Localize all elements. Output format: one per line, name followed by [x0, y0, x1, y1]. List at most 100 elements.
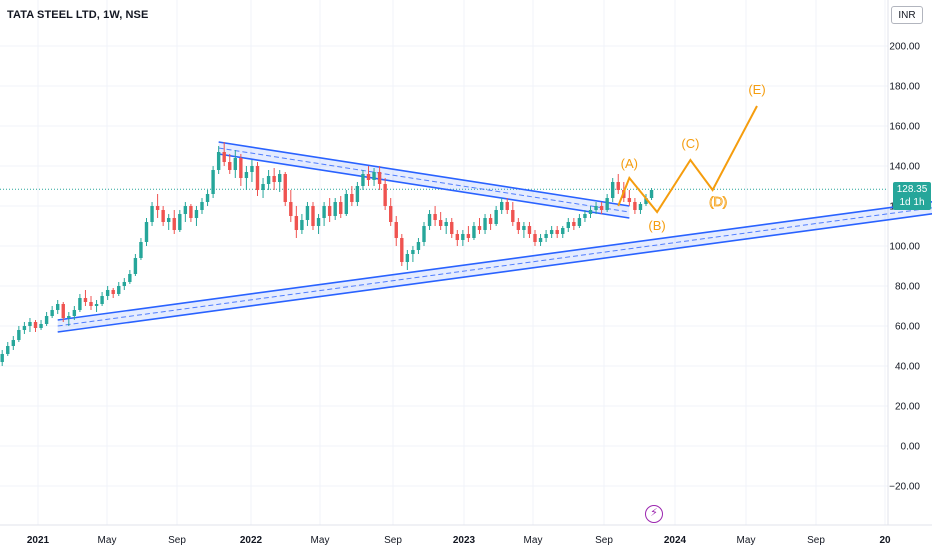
candle-body	[544, 234, 548, 238]
candle	[405, 250, 410, 270]
candle	[266, 170, 271, 190]
candle	[416, 238, 421, 254]
candle	[56, 300, 60, 314]
candle	[216, 146, 221, 174]
candle-body	[222, 152, 226, 162]
candle	[28, 318, 32, 332]
candle	[228, 154, 232, 174]
candle-body	[438, 220, 443, 226]
candle-body	[83, 298, 88, 302]
candle	[649, 188, 654, 200]
candle	[83, 290, 88, 306]
candle-body	[33, 322, 38, 328]
candle	[100, 292, 104, 306]
candle	[599, 202, 604, 214]
candle-body	[411, 250, 415, 254]
candle-body	[311, 206, 315, 226]
candle	[422, 222, 426, 246]
candle-body	[261, 184, 265, 190]
candle-body	[100, 296, 104, 304]
candle-body	[588, 210, 593, 214]
candle-body	[427, 214, 432, 226]
lower-trendline-top-edge	[57, 201, 932, 321]
candle-body	[350, 194, 354, 202]
elliott-wave-projection[interactable]	[617, 105, 758, 214]
candle-body	[522, 226, 526, 230]
currency-selector-button[interactable]: INR	[891, 6, 923, 24]
candle	[561, 226, 565, 238]
candle-body	[505, 202, 509, 210]
candle-body	[377, 172, 382, 184]
candle-body	[144, 222, 149, 242]
candle-body	[61, 304, 65, 318]
flash-icon[interactable]: ⚡	[645, 505, 663, 523]
candle-body	[178, 214, 182, 230]
candle-body	[566, 222, 570, 228]
candle	[572, 218, 576, 230]
candle	[144, 218, 149, 246]
candle	[61, 302, 65, 322]
candle	[250, 160, 254, 182]
candle-body	[327, 206, 332, 216]
candle	[39, 320, 43, 330]
triangle-channel[interactable]	[57, 141, 932, 333]
candle	[549, 226, 554, 238]
candle-body	[17, 330, 21, 340]
candle-body	[117, 286, 121, 294]
wave-label: (C)	[681, 136, 699, 151]
candle	[255, 162, 260, 196]
y-tick-label: −20.00	[889, 482, 920, 493]
chart-title: TATA STEEL LTD, 1W, NSE	[7, 9, 149, 21]
candle	[522, 222, 526, 238]
candle-body	[527, 226, 532, 234]
candle	[500, 198, 504, 214]
candle-body	[94, 304, 99, 306]
candle-body	[405, 254, 410, 262]
candle	[427, 210, 432, 230]
candle	[511, 202, 515, 226]
candle-body	[400, 238, 404, 262]
x-tick-label: May	[98, 535, 117, 546]
candle	[89, 296, 93, 310]
candle	[67, 312, 71, 326]
candle-body	[555, 230, 559, 234]
y-tick-label: 80.00	[895, 282, 920, 293]
candle	[638, 202, 643, 214]
candle	[133, 254, 138, 276]
candle	[394, 216, 398, 246]
candle-body	[366, 174, 371, 180]
x-tick-label: Sep	[384, 535, 402, 546]
candle	[222, 142, 226, 166]
candle	[350, 186, 354, 206]
x-tick-label: 20	[879, 535, 891, 546]
candle-body	[605, 198, 609, 210]
candle-body	[461, 234, 465, 240]
candle-body	[500, 202, 504, 210]
candle-body	[39, 324, 43, 328]
candle	[261, 178, 265, 198]
candle-body	[167, 218, 171, 222]
candle-body	[472, 226, 476, 238]
candle	[211, 166, 215, 198]
candle	[167, 214, 171, 230]
candle-body	[511, 210, 515, 222]
candle-body	[483, 218, 487, 230]
upper-trendline	[218, 141, 630, 219]
candle-body	[599, 206, 604, 210]
candle-body	[477, 226, 482, 230]
candle-body	[611, 182, 615, 198]
candle	[283, 172, 287, 206]
x-tick-label: May	[737, 535, 756, 546]
candle-body	[283, 174, 287, 202]
candle-body	[67, 316, 71, 318]
candle-body	[372, 172, 376, 180]
candle	[372, 168, 376, 186]
candle-body	[322, 206, 326, 218]
candle	[333, 198, 337, 220]
lower-trendline	[57, 201, 932, 333]
candle	[22, 322, 27, 334]
candle	[516, 218, 521, 234]
candle	[155, 194, 160, 218]
candle	[105, 286, 110, 300]
